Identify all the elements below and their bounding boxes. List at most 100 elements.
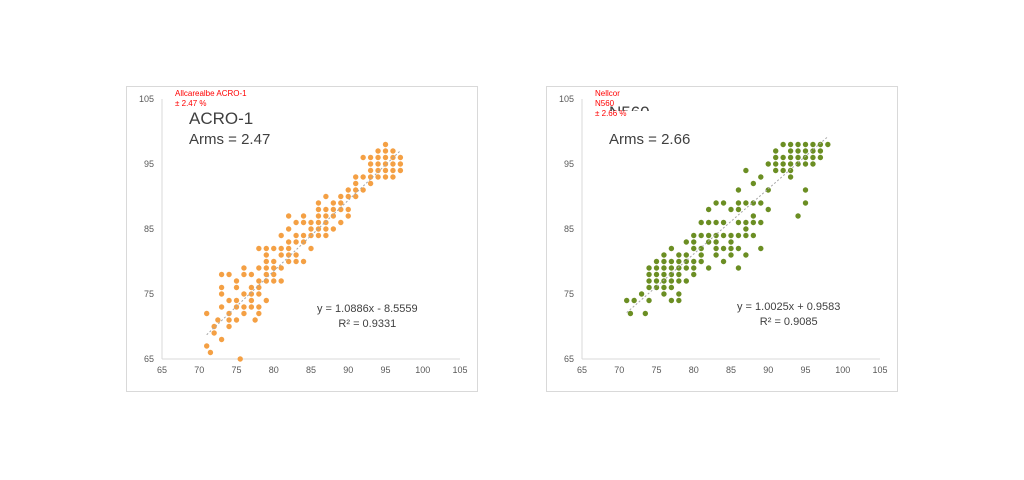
- data-point: [691, 245, 697, 252]
- data-point: [285, 258, 292, 265]
- data-point: [676, 271, 682, 278]
- data-point: [668, 245, 675, 252]
- data-point: [661, 271, 667, 278]
- data-point: [367, 154, 374, 161]
- data-point: [720, 200, 727, 206]
- data-point: [787, 148, 794, 154]
- data-point: [397, 154, 404, 161]
- data-point: [241, 310, 247, 317]
- data-point: [315, 213, 322, 219]
- data-point: [360, 187, 366, 193]
- data-point: [345, 206, 351, 213]
- data-point: [353, 174, 359, 180]
- data-point: [241, 271, 247, 278]
- data-point: [278, 265, 284, 271]
- data-point: [382, 167, 389, 174]
- data-point: [728, 232, 734, 239]
- trendline-equation: y = 1.0886x - 8.5559: [317, 303, 418, 315]
- x-tick-label: 80: [269, 365, 279, 375]
- scatter-plot-acro: 65 70 75 80 85 90 95 100 105 65 75 85 95 105: [139, 94, 468, 375]
- data-point: [705, 265, 712, 271]
- data-point: [758, 174, 764, 180]
- data-point: [728, 239, 734, 245]
- data-point: [278, 245, 284, 252]
- data-point: [720, 219, 727, 226]
- data-point: [750, 200, 757, 206]
- data-point: [795, 213, 801, 219]
- x-tick-label: 70: [194, 365, 204, 375]
- y-tick-label: 65: [564, 354, 574, 364]
- trendline-equation-block: y = 1.0886x - 8.5559 R² = 0.9331: [317, 302, 418, 332]
- data-point: [705, 219, 712, 226]
- data-point: [248, 271, 255, 278]
- data-point: [390, 148, 396, 154]
- data-point: [226, 323, 232, 330]
- data-point: [802, 161, 809, 167]
- data-point: [735, 265, 742, 271]
- data-point: [271, 271, 277, 278]
- data-point: [330, 226, 337, 232]
- data-point: [713, 219, 719, 226]
- data-point: [278, 232, 284, 239]
- data-point: [285, 252, 292, 258]
- data-point: [661, 265, 667, 271]
- data-point: [802, 187, 809, 193]
- data-point: [795, 154, 801, 161]
- data-point: [825, 141, 831, 148]
- data-point: [646, 278, 652, 284]
- data-point: [817, 141, 824, 148]
- data-point: [248, 297, 255, 304]
- data-point: [323, 226, 329, 232]
- data-point: [802, 148, 809, 154]
- y-tick-label: 85: [144, 224, 154, 234]
- data-point: [728, 206, 734, 213]
- data-point: [787, 154, 794, 161]
- data-point: [676, 278, 682, 284]
- data-point: [218, 336, 225, 343]
- data-point: [683, 258, 689, 265]
- x-tick-label: 95: [380, 365, 390, 375]
- data-point: [653, 271, 660, 278]
- data-point: [263, 297, 269, 304]
- data-point: [263, 252, 269, 258]
- data-point: [713, 245, 719, 252]
- data-point: [375, 154, 381, 161]
- data-point: [204, 343, 210, 349]
- data-point: [691, 271, 697, 278]
- x-tick-label: 100: [415, 365, 430, 375]
- data-point: [207, 349, 214, 356]
- data-point: [646, 271, 652, 278]
- data-point: [315, 232, 322, 239]
- data-point: [661, 278, 667, 284]
- data-point: [668, 278, 675, 284]
- data-point: [773, 161, 779, 167]
- data-point: [780, 154, 786, 161]
- data-point: [735, 206, 742, 213]
- data-point: [375, 174, 381, 180]
- data-point: [338, 206, 344, 213]
- data-point: [218, 304, 225, 310]
- data-point: [810, 141, 816, 148]
- data-point: [758, 200, 764, 206]
- data-point: [300, 232, 307, 239]
- data-point: [367, 180, 374, 187]
- data-point: [338, 200, 344, 206]
- r-squared-label: R² = 0.9331: [338, 318, 397, 330]
- data-point: [668, 271, 675, 278]
- data-point: [382, 148, 389, 154]
- data-point: [646, 297, 652, 304]
- data-point: [218, 291, 225, 297]
- data-point: [330, 206, 337, 213]
- data-point: [691, 265, 697, 271]
- data-point: [750, 232, 757, 239]
- data-point: [233, 278, 240, 284]
- data-point: [353, 193, 359, 200]
- data-point: [256, 291, 262, 297]
- data-point: [256, 310, 262, 317]
- x-tick-label: 105: [872, 365, 887, 375]
- data-point: [308, 226, 314, 232]
- data-point: [698, 245, 704, 252]
- data-point: [285, 245, 292, 252]
- x-tick-label: 75: [651, 365, 661, 375]
- data-point: [743, 167, 749, 174]
